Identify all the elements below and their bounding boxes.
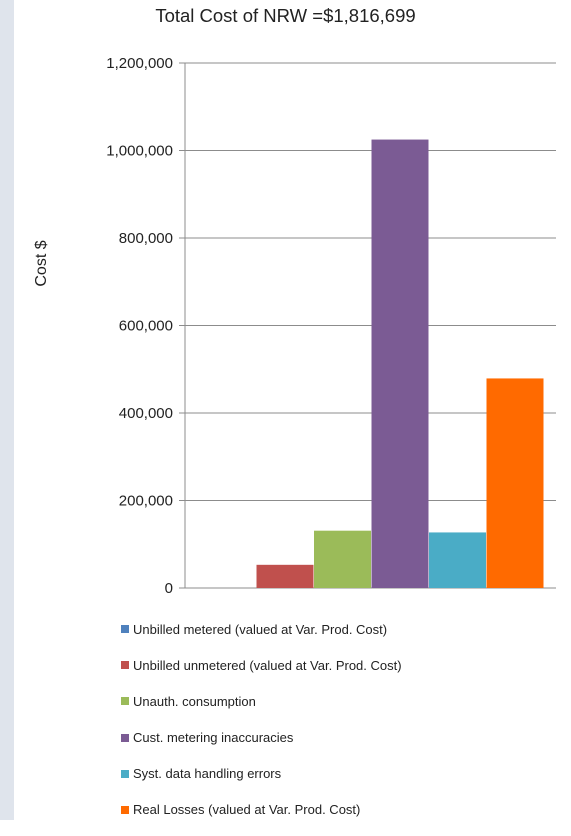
legend-label: Unbilled metered (valued at Var. Prod. C… — [133, 621, 388, 637]
left-border-strip — [0, 0, 14, 820]
legend-item: Unauth. consumption — [121, 691, 402, 711]
legend-swatch — [121, 733, 129, 742]
y-axis-label: Cost $ — [33, 240, 50, 286]
legend-label: Cust. metering inaccuracies — [133, 730, 294, 746]
legend-swatch — [121, 661, 129, 670]
legend-swatch — [121, 625, 129, 633]
y-tick-label: 200,000 — [119, 493, 173, 510]
y-tick-label: 0 — [165, 580, 173, 597]
legend-item: Cust. metering inaccuracies — [121, 728, 402, 748]
bar — [429, 532, 486, 588]
y-tick-label: 800,000 — [119, 230, 173, 247]
legend-label: Unbilled unmetered (valued at Var. Prod.… — [133, 657, 402, 673]
y-tick-label: 400,000 — [119, 405, 173, 422]
legend-item: Unbilled unmetered (valued at Var. Prod.… — [121, 655, 402, 675]
bar — [371, 139, 429, 588]
legend-item: Syst. data handling errors — [121, 764, 402, 784]
y-tick-label: 600,000 — [119, 318, 173, 335]
legend-label: Unauth. consumption — [133, 693, 256, 709]
y-tick-label: 1,200,000 — [106, 55, 173, 72]
bar — [486, 378, 544, 588]
legend-item: Unbilled metered (valued at Var. Prod. C… — [121, 619, 402, 639]
legend-label: Real Losses (valued at Var. Prod. Cost) — [133, 802, 361, 818]
legend-swatch — [121, 769, 129, 778]
bar-chart: 0 200,000 400,000 600,000 800,000 1,000,000 1,… — [33, 55, 556, 597]
legend-swatch — [121, 805, 129, 814]
legend-item: Real Losses (valued at Var. Prod. Cost) — [121, 800, 402, 820]
legend-label: Syst. data handling errors — [133, 766, 282, 782]
legend-swatch — [121, 697, 129, 706]
chart-title: Total Cost of NRW =$1,816,699 — [155, 5, 416, 26]
bar — [314, 530, 371, 588]
chart-legend: Unbilled metered (valued at Var. Prod. C… — [121, 619, 402, 836]
y-tick-label: 1,000,000 — [106, 143, 173, 160]
bar — [256, 564, 314, 588]
